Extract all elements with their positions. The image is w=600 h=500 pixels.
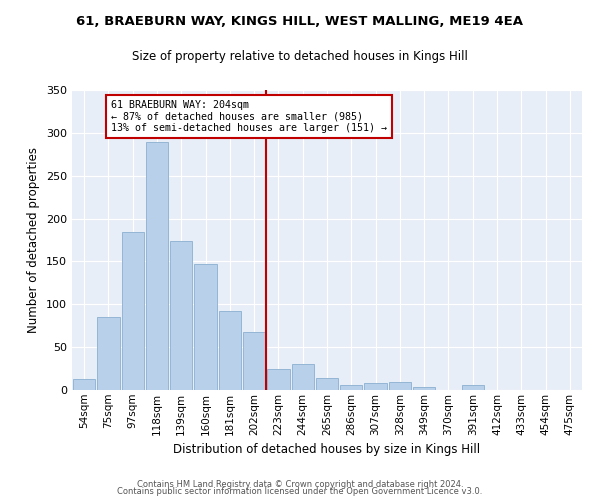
- Bar: [218, 311, 241, 390]
- Bar: [461, 385, 484, 390]
- Y-axis label: Number of detached properties: Number of detached properties: [28, 147, 40, 333]
- Bar: [243, 332, 265, 390]
- Bar: [73, 379, 95, 390]
- Bar: [364, 383, 387, 390]
- Bar: [316, 378, 338, 390]
- Bar: [389, 382, 411, 390]
- Bar: [194, 264, 217, 390]
- Bar: [170, 241, 193, 390]
- Bar: [146, 142, 168, 390]
- Text: Contains HM Land Registry data © Crown copyright and database right 2024.: Contains HM Land Registry data © Crown c…: [137, 480, 463, 489]
- Bar: [340, 385, 362, 390]
- Bar: [122, 232, 144, 390]
- X-axis label: Distribution of detached houses by size in Kings Hill: Distribution of detached houses by size …: [173, 443, 481, 456]
- Bar: [267, 368, 290, 390]
- Bar: [97, 317, 119, 390]
- Text: Size of property relative to detached houses in Kings Hill: Size of property relative to detached ho…: [132, 50, 468, 63]
- Bar: [292, 364, 314, 390]
- Bar: [413, 388, 436, 390]
- Text: 61, BRAEBURN WAY, KINGS HILL, WEST MALLING, ME19 4EA: 61, BRAEBURN WAY, KINGS HILL, WEST MALLI…: [77, 15, 523, 28]
- Text: Contains public sector information licensed under the Open Government Licence v3: Contains public sector information licen…: [118, 488, 482, 496]
- Text: 61 BRAEBURN WAY: 204sqm
← 87% of detached houses are smaller (985)
13% of semi-d: 61 BRAEBURN WAY: 204sqm ← 87% of detache…: [111, 100, 387, 134]
